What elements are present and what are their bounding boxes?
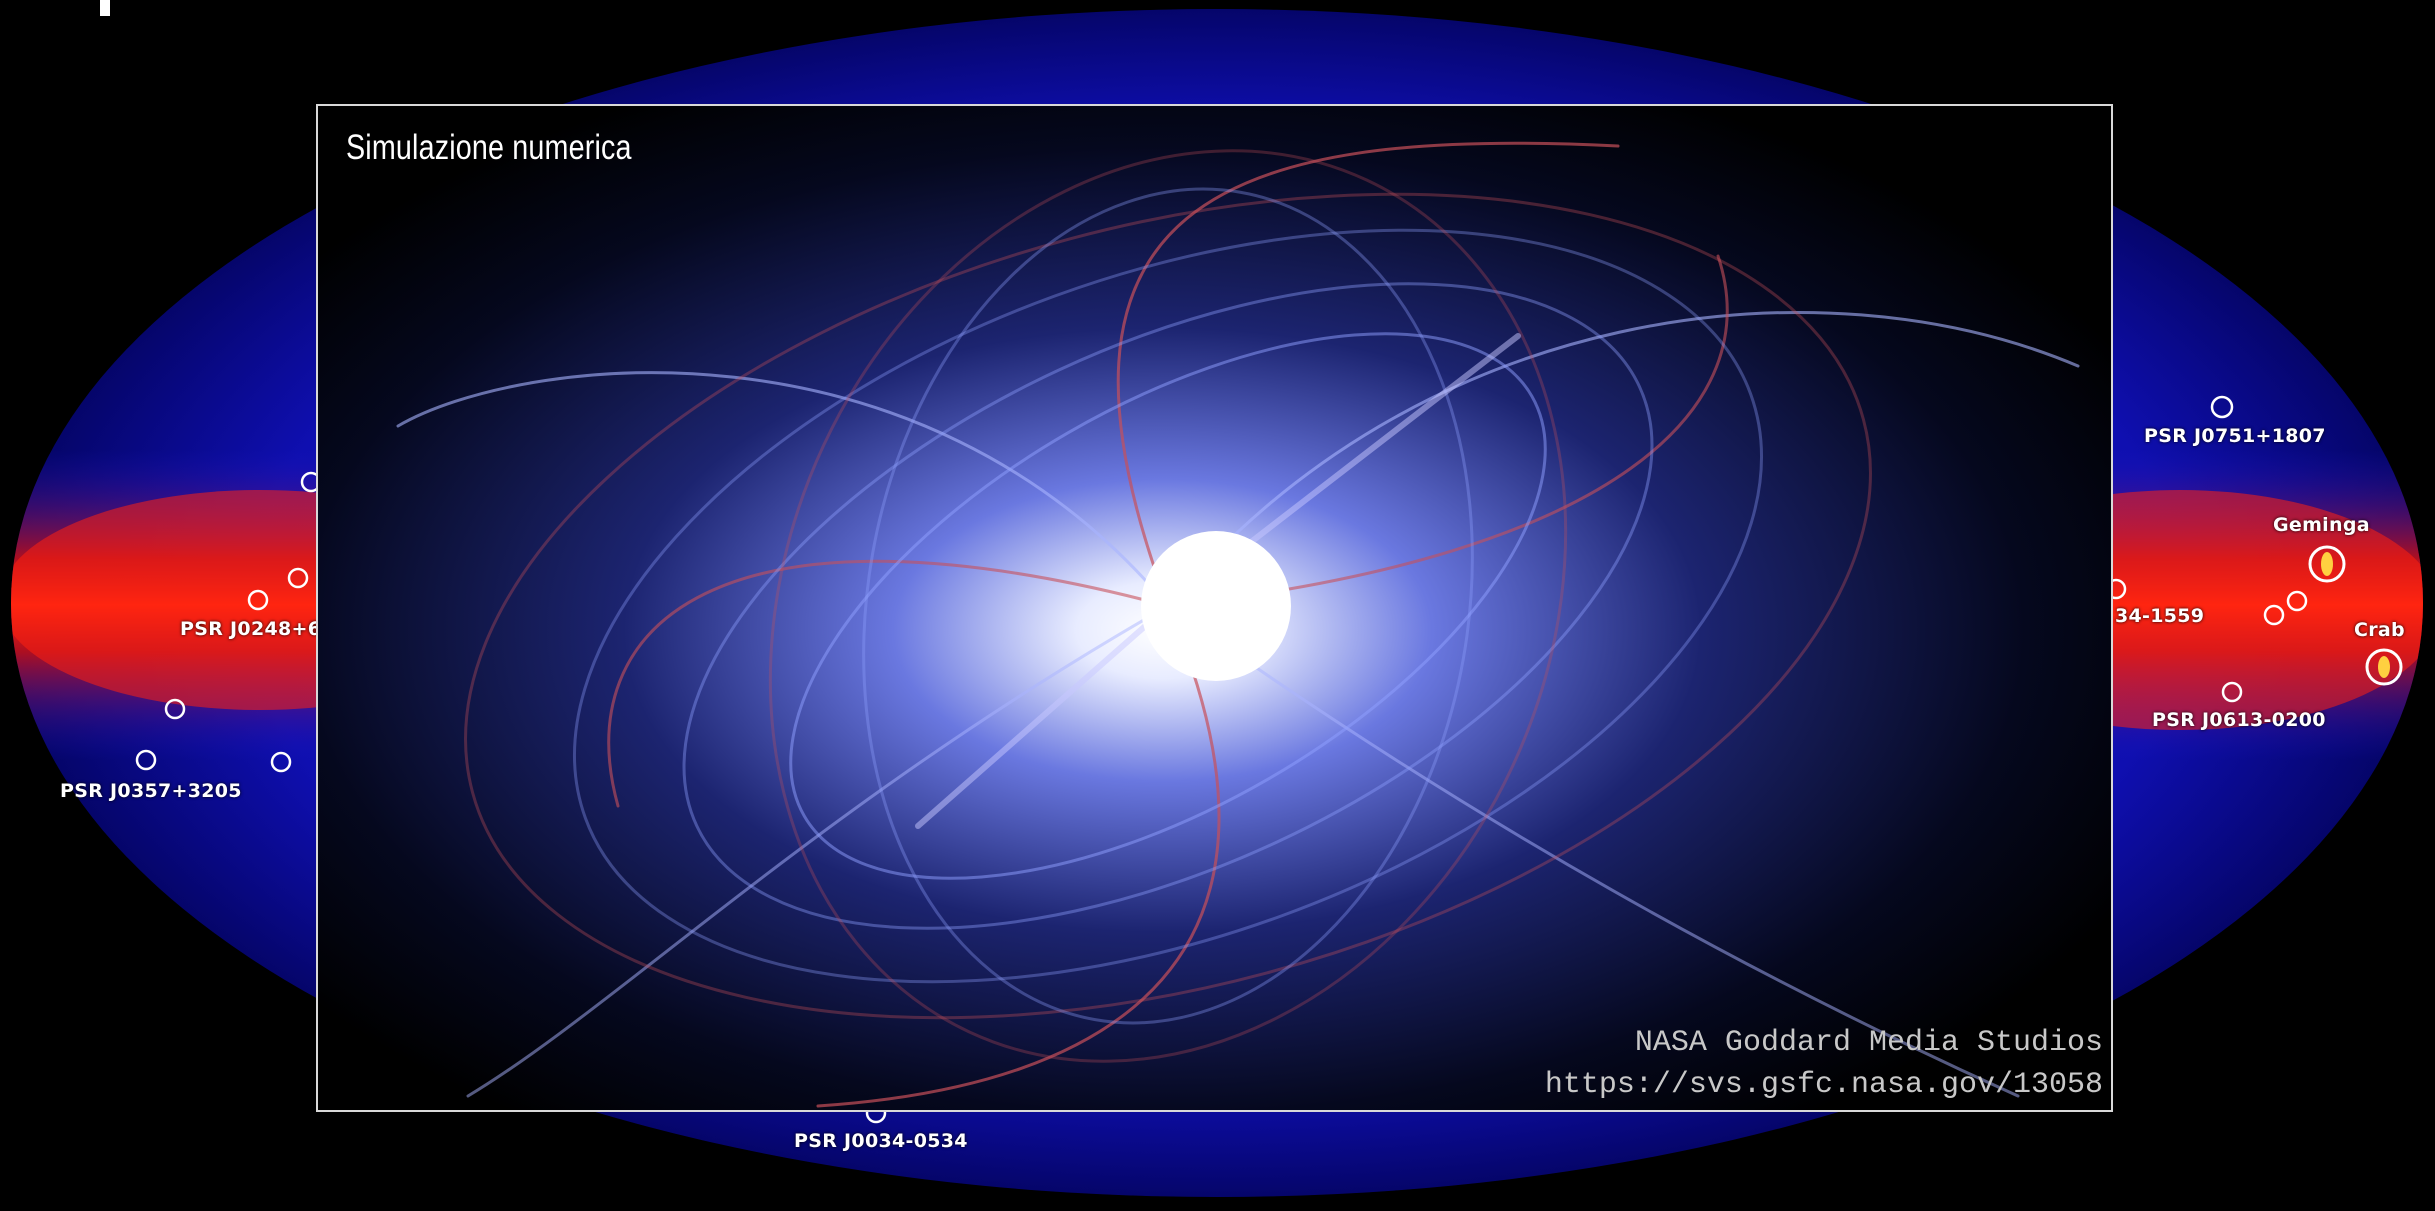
source-marker: [247, 589, 269, 611]
simulation-panel: Simulazione numerica NASA Goddard Media …: [316, 104, 2113, 1112]
source-label: Crab: [2354, 619, 2405, 641]
source-marker: [2365, 648, 2403, 686]
source-marker: [2263, 604, 2285, 626]
title-bar-fragment: [100, 0, 110, 16]
neutron-star: [1141, 531, 1291, 681]
source-label: PSR J0613-0200: [2152, 709, 2326, 731]
source-label: PSR J0248+60: [180, 618, 335, 640]
source-marker: [2221, 681, 2243, 703]
source-label: Geminga: [2273, 514, 2370, 536]
source-label: 34-1559: [2115, 605, 2205, 627]
source-marker: [287, 567, 309, 589]
source-label: PSR J0034-0534: [794, 1130, 968, 1152]
source-marker: [135, 749, 157, 771]
credit-url: https://svs.gsfc.nasa.gov/13058: [1544, 1068, 2103, 1102]
source-marker: [2308, 545, 2346, 583]
magnetosphere-simulation-image: [318, 106, 2111, 1110]
source-label: PSR J0357+3205: [60, 780, 242, 802]
panel-title: Simulazione numerica: [346, 128, 632, 167]
source-label: PSR J0751+1807: [2144, 425, 2326, 447]
source-marker: [164, 698, 186, 720]
source-marker: [270, 751, 292, 773]
source-marker: [2210, 395, 2234, 419]
source-marker: [2286, 590, 2308, 612]
credit-studio: NASA Goddard Media Studios: [1634, 1026, 2103, 1060]
